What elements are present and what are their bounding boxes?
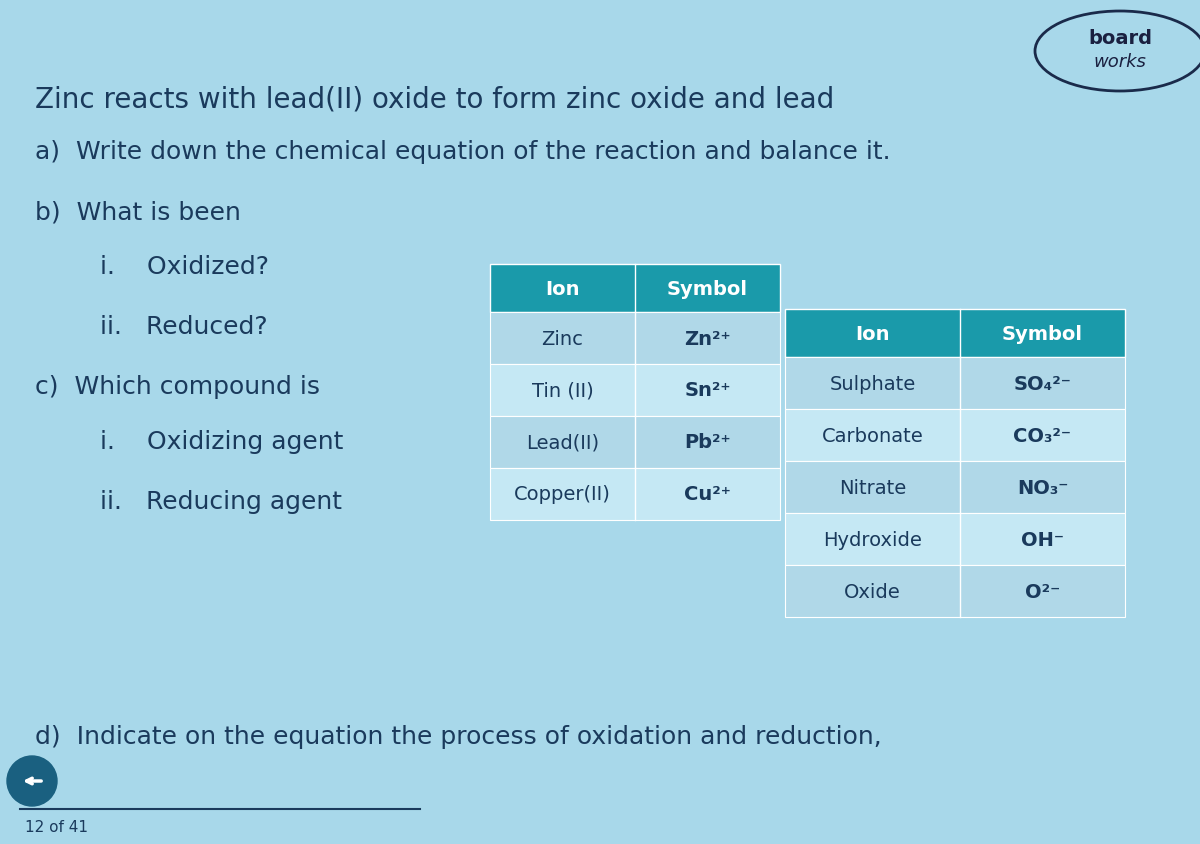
FancyBboxPatch shape — [785, 409, 1126, 462]
Text: CO₃²⁻: CO₃²⁻ — [1014, 426, 1072, 445]
Text: OH⁻: OH⁻ — [1021, 530, 1064, 549]
Text: SO₄²⁻: SO₄²⁻ — [1014, 374, 1072, 393]
Text: Tin (II): Tin (II) — [532, 381, 593, 400]
Text: c)  Which compound is: c) Which compound is — [35, 375, 320, 398]
FancyBboxPatch shape — [785, 462, 1126, 513]
Text: Sulphate: Sulphate — [829, 374, 916, 393]
Text: Symbol: Symbol — [1002, 324, 1084, 344]
Text: Nitrate: Nitrate — [839, 478, 906, 497]
FancyBboxPatch shape — [785, 513, 1126, 565]
Text: Pb²⁺: Pb²⁺ — [684, 433, 731, 452]
Text: 12 of 41: 12 of 41 — [25, 819, 88, 834]
Text: O²⁻: O²⁻ — [1025, 582, 1060, 601]
FancyBboxPatch shape — [785, 565, 1126, 617]
Text: NO₃⁻: NO₃⁻ — [1016, 478, 1068, 497]
Text: ii.   Reducing agent: ii. Reducing agent — [100, 490, 342, 513]
Text: ii.   Reduced?: ii. Reduced? — [100, 315, 268, 338]
FancyBboxPatch shape — [490, 416, 780, 468]
FancyBboxPatch shape — [490, 365, 780, 416]
Text: i.    Oxidized?: i. Oxidized? — [100, 255, 269, 279]
Text: Ion: Ion — [856, 324, 889, 344]
Text: board: board — [1088, 29, 1152, 47]
Text: Hydroxide: Hydroxide — [823, 530, 922, 549]
Text: Oxide: Oxide — [844, 582, 901, 601]
Text: Zn²⁺: Zn²⁺ — [684, 329, 731, 348]
Text: Sn²⁺: Sn²⁺ — [684, 381, 731, 400]
Text: Copper(II): Copper(II) — [514, 485, 611, 504]
Text: Cu²⁺: Cu²⁺ — [684, 485, 731, 504]
FancyBboxPatch shape — [785, 358, 1126, 409]
FancyBboxPatch shape — [490, 265, 780, 312]
Text: a)  Write down the chemical equation of the reaction and balance it.: a) Write down the chemical equation of t… — [35, 140, 890, 164]
Text: d)  Indicate on the equation the process of oxidation and reduction,: d) Indicate on the equation the process … — [35, 724, 882, 748]
Text: Zinc: Zinc — [541, 329, 583, 348]
Text: works: works — [1093, 53, 1146, 71]
Circle shape — [7, 756, 58, 806]
FancyBboxPatch shape — [785, 310, 1126, 358]
FancyBboxPatch shape — [490, 468, 780, 521]
Text: Carbonate: Carbonate — [822, 426, 923, 445]
Text: i.    Oxidizing agent: i. Oxidizing agent — [100, 430, 343, 453]
Text: Symbol: Symbol — [667, 279, 748, 298]
Text: Zinc reacts with lead(II) oxide to form zinc oxide and lead: Zinc reacts with lead(II) oxide to form … — [35, 85, 834, 113]
Text: Ion: Ion — [545, 279, 580, 298]
Text: b)  What is been: b) What is been — [35, 200, 241, 224]
FancyBboxPatch shape — [490, 312, 780, 365]
Text: Lead(II): Lead(II) — [526, 433, 599, 452]
